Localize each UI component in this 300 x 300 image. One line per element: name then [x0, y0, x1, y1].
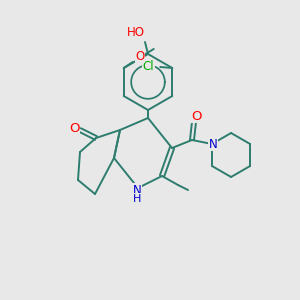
Text: H: H — [133, 194, 141, 204]
Text: O: O — [191, 110, 201, 122]
Text: N: N — [208, 137, 217, 151]
Text: O: O — [135, 50, 144, 62]
Text: N: N — [133, 184, 141, 196]
Text: HO: HO — [127, 26, 145, 40]
Text: N: N — [208, 137, 217, 151]
Text: Cl: Cl — [142, 59, 154, 73]
Text: O: O — [69, 122, 79, 136]
